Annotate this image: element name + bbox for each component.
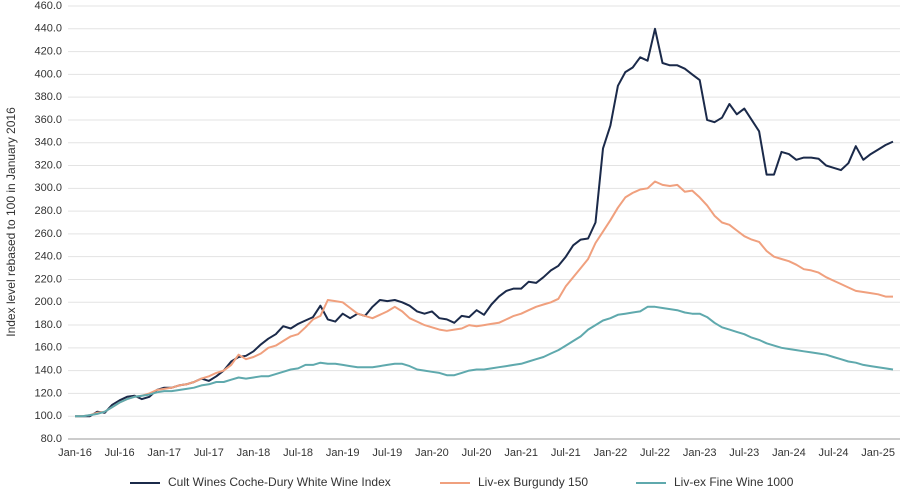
y-tick-label: 240.0: [34, 251, 62, 263]
series-line: [75, 305, 894, 418]
y-tick-label: 420.0: [34, 45, 62, 57]
y-tick-label: 280.0: [34, 205, 62, 217]
y-tick-label: 320.0: [34, 159, 62, 171]
y-tick-label: 400.0: [34, 68, 62, 80]
y-tick-label: 180.0: [34, 319, 62, 331]
y-tick-label: 200.0: [34, 296, 62, 308]
x-tick-label: Jan-19: [326, 447, 360, 459]
y-tick-label: 80.0: [41, 433, 62, 445]
x-tick-label: Jan-24: [772, 447, 806, 459]
x-tick-label: Jul-20: [462, 447, 492, 459]
legend-label: Liv-ex Burgundy 150: [478, 475, 588, 489]
y-tick-label: 100.0: [34, 410, 62, 422]
x-tick-label: Jan-23: [683, 447, 717, 459]
y-tick-label: 220.0: [34, 273, 62, 285]
y-tick-label: 360.0: [34, 114, 62, 126]
x-tick-label: Jan-25: [861, 447, 895, 459]
x-tick-label: Jan-18: [237, 447, 271, 459]
x-tick-label: Jan-20: [415, 447, 449, 459]
x-tick-label: Jul-23: [729, 447, 759, 459]
series-line: [75, 27, 894, 418]
x-tick-label: Jan-22: [594, 447, 628, 459]
legend-label: Liv-ex Fine Wine 1000: [674, 475, 794, 489]
x-tick-label: Jul-22: [640, 447, 670, 459]
y-tick-label: 140.0: [34, 365, 62, 377]
y-tick-label: 300.0: [34, 182, 62, 194]
x-tick-label: Jul-16: [105, 447, 135, 459]
x-tick-label: Jul-17: [194, 447, 224, 459]
series-line: [75, 180, 893, 418]
y-tick-label: 120.0: [34, 387, 62, 399]
y-tick-label: 160.0: [34, 342, 62, 354]
y-tick-label: 460.0: [34, 0, 62, 12]
y-tick-label: 260.0: [34, 228, 62, 240]
x-tick-label: Jul-18: [283, 447, 313, 459]
x-tick-label: Jul-24: [819, 447, 849, 459]
legend-label: Cult Wines Coche-Dury White Wine Index: [168, 475, 391, 489]
y-tick-label: 440.0: [34, 23, 62, 35]
y-tick-label: 340.0: [34, 137, 62, 149]
x-tick-label: Jul-21: [551, 447, 581, 459]
x-tick-label: Jul-19: [372, 447, 402, 459]
x-tick-label: Jan-21: [504, 447, 538, 459]
x-tick-label: Jan-17: [147, 447, 181, 459]
y-tick-label: 380.0: [34, 91, 62, 103]
y-axis-label: Index level rebased to 100 in January 20…: [4, 107, 18, 337]
x-tick-label: Jan-16: [58, 447, 92, 459]
